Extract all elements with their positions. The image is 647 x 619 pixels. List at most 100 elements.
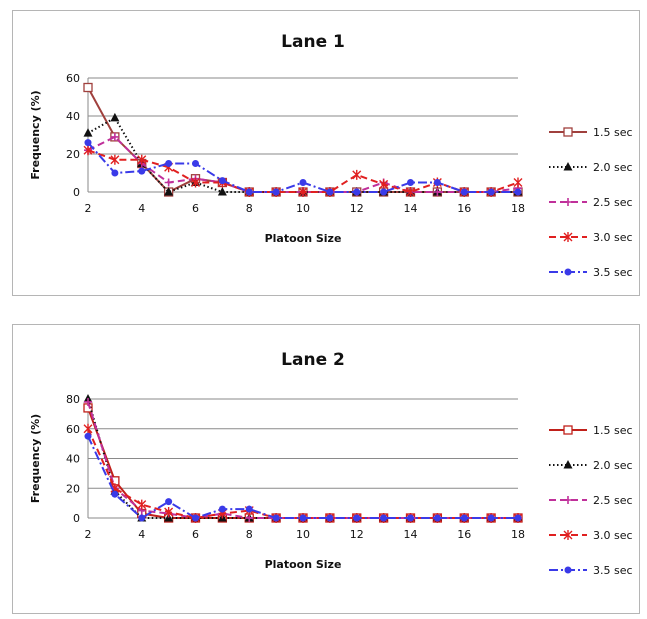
legend-label: 2.0 sec — [593, 459, 633, 472]
chart-lane-2-svg: Lane 2 0 20 40 60 80 2 4 6 8 10 12 14 16 18 Platoon Siz… — [29, 350, 633, 577]
data-point — [110, 132, 119, 141]
data-point — [353, 514, 361, 522]
x-tick-label: 2 — [85, 528, 92, 541]
data-point — [433, 179, 441, 186]
legend-marker — [563, 127, 573, 137]
x-axis-label: Platoon Size — [265, 558, 342, 571]
legend-entry: 3.0 sec — [549, 529, 633, 542]
data-point — [137, 499, 147, 510]
data-point — [487, 514, 495, 522]
data-point — [164, 178, 173, 187]
y-tick-label: 60 — [66, 72, 80, 85]
legend-label: 3.0 sec — [593, 529, 633, 542]
data-point — [299, 514, 307, 522]
legend-marker — [563, 530, 573, 540]
series-line — [87, 401, 518, 520]
x-tick-label: 16 — [457, 528, 471, 541]
data-point — [380, 188, 388, 196]
legend-marker — [563, 162, 573, 171]
chart-title: Lane 2 — [281, 350, 345, 370]
legend-entry: 2.5 sec — [549, 196, 633, 209]
series-4 — [84, 139, 522, 196]
legend-marker — [564, 496, 572, 504]
data-point — [138, 167, 146, 175]
x-tick-label: 14 — [404, 202, 418, 215]
legend-label: 2.5 sec — [593, 494, 633, 507]
data-point — [191, 177, 200, 188]
y-tick-label: 20 — [66, 482, 80, 495]
x-tick-label: 8 — [246, 202, 253, 215]
data-point — [83, 423, 93, 434]
data-point — [217, 187, 227, 196]
data-point — [326, 188, 334, 196]
data-point — [353, 188, 361, 196]
data-point — [165, 498, 173, 506]
data-point — [192, 160, 199, 167]
data-point — [487, 188, 495, 196]
data-point — [83, 82, 93, 93]
legend-marker — [563, 232, 573, 242]
legend-entry: 2.0 sec — [549, 459, 633, 472]
legend-entry: 1.5 sec — [549, 126, 633, 139]
data-point — [83, 145, 93, 156]
x-tick-label: 10 — [296, 202, 310, 215]
data-point — [299, 179, 307, 186]
data-point — [272, 188, 280, 196]
series-3 — [83, 145, 523, 197]
series-1 — [83, 394, 523, 522]
x-tick-label: 6 — [192, 202, 199, 215]
x-tick-label: 6 — [192, 528, 199, 541]
data-point — [165, 160, 173, 167]
data-point — [110, 112, 120, 122]
x-tick-label: 2 — [85, 202, 92, 215]
x-tick-label: 18 — [511, 202, 525, 215]
legend-entry: 1.5 sec — [549, 424, 633, 437]
legend-label: 1.5 sec — [593, 424, 633, 437]
chart-lane-2: Lane 2 0 20 40 60 80 2 4 6 8 10 12 14 16 18 Platoon Siz… — [12, 324, 640, 614]
x-tick-label: 10 — [296, 528, 310, 541]
legend-label: 3.5 sec — [593, 266, 633, 279]
data-point — [407, 514, 414, 522]
chart-lane-1-svg: Lane 1 0 20 40 60 2 4 6 8 10 12 14 16 18 Platoon Size F… — [29, 32, 633, 279]
y-tick-label: 0 — [73, 186, 80, 199]
data-point — [111, 169, 119, 177]
legend-label: 1.5 sec — [593, 126, 633, 139]
x-tick-label: 14 — [404, 528, 418, 541]
data-point — [138, 514, 146, 522]
data-point — [218, 505, 226, 513]
legend-marker — [564, 268, 572, 276]
legend-entry: 2.0 sec — [549, 161, 633, 174]
y-axis-label: Frequency (%) — [29, 414, 42, 503]
legend-label: 2.5 sec — [593, 196, 633, 209]
data-point — [514, 514, 522, 522]
data-point — [84, 432, 92, 440]
series-0 — [83, 403, 523, 523]
series-2 — [84, 132, 522, 196]
data-point — [164, 507, 174, 518]
data-point — [326, 514, 334, 522]
data-point — [110, 154, 120, 165]
data-point — [245, 505, 253, 513]
y-tick-label: 40 — [66, 453, 80, 466]
x-tick-label: 12 — [350, 202, 364, 215]
data-point — [84, 139, 92, 147]
data-point — [192, 514, 199, 522]
x-tick-label: 8 — [246, 528, 253, 541]
data-point — [460, 514, 468, 522]
series-line — [87, 435, 518, 520]
data-point — [218, 177, 226, 185]
data-point — [433, 514, 441, 522]
legend-label: 3.5 sec — [593, 564, 633, 577]
x-tick-label: 12 — [350, 528, 364, 541]
legend-marker — [563, 425, 573, 435]
data-point — [380, 514, 388, 522]
legend-label: 3.0 sec — [593, 231, 633, 244]
y-tick-label: 60 — [66, 423, 80, 436]
data-point — [406, 187, 415, 197]
y-axis-label: Frequency (%) — [29, 90, 42, 179]
data-point — [111, 490, 119, 498]
data-point — [83, 128, 93, 137]
y-tick-label: 40 — [66, 110, 80, 123]
data-point — [407, 179, 414, 186]
chart-title: Lane 1 — [281, 32, 345, 52]
